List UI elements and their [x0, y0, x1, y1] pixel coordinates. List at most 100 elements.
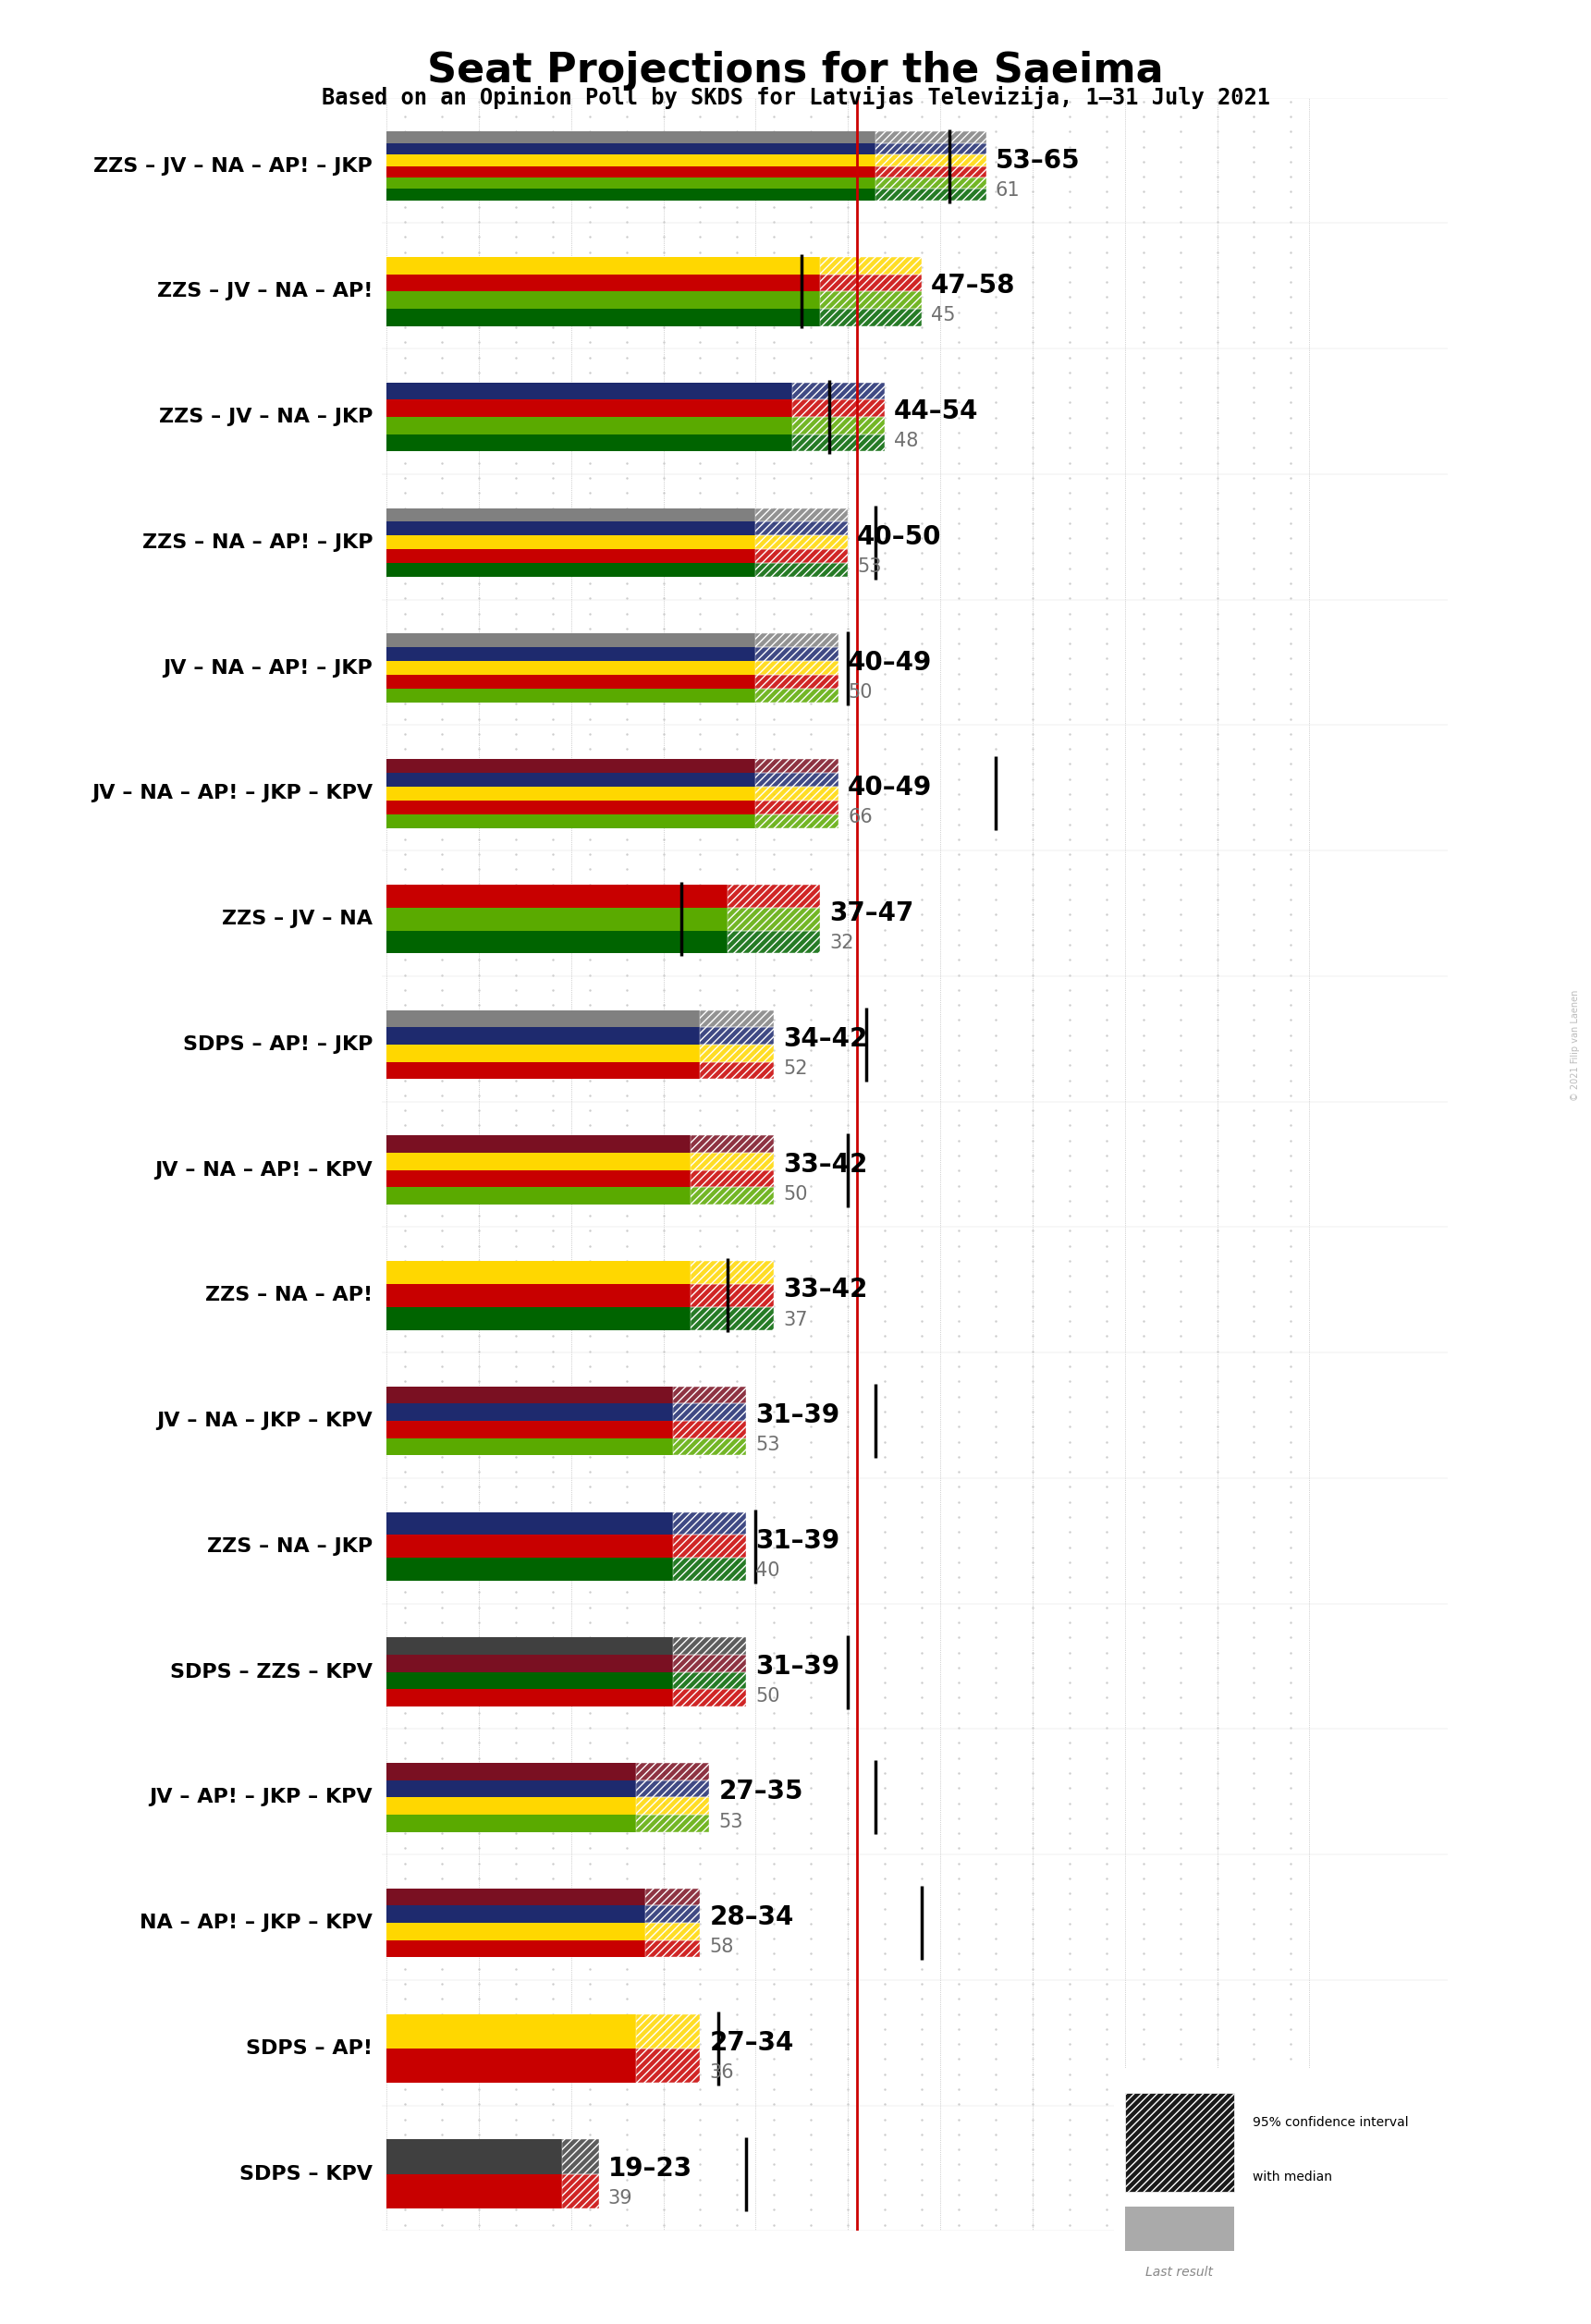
Bar [690, 1169, 775, 1188]
Bar [387, 786, 756, 799]
Bar [673, 1655, 746, 1671]
Bar [756, 535, 848, 548]
Bar [387, 1889, 644, 1906]
Text: ZZS – JV – NA: ZZS – JV – NA [221, 909, 372, 927]
Bar [387, 906, 729, 930]
Bar [636, 1815, 710, 1831]
Bar [756, 634, 838, 648]
Bar [673, 1534, 746, 1557]
Bar [756, 660, 838, 674]
Bar [875, 188, 986, 200]
Text: 31–39: 31–39 [756, 1401, 840, 1429]
Bar [792, 383, 885, 400]
Bar [387, 930, 729, 953]
Bar [636, 1796, 710, 1815]
Bar [387, 1455, 1309, 1478]
Bar [387, 1387, 673, 1404]
Bar [700, 1043, 775, 1062]
Text: 40–49: 40–49 [848, 774, 932, 802]
Text: 37–47: 37–47 [829, 899, 913, 927]
Bar [729, 930, 821, 953]
Bar [729, 930, 821, 953]
Bar [821, 274, 921, 290]
Bar [387, 2208, 1309, 2231]
Text: JV – NA – AP! – KPV: JV – NA – AP! – KPV [154, 1160, 372, 1178]
Bar [756, 786, 838, 799]
Bar [387, 548, 756, 562]
Bar [644, 1906, 700, 1922]
Bar [387, 258, 821, 274]
Bar [673, 1671, 746, 1690]
Bar [387, 1906, 644, 1922]
Text: ZZS – JV – NA – AP! – JKP: ZZS – JV – NA – AP! – JKP [94, 156, 372, 174]
Bar [387, 1534, 673, 1557]
Bar [756, 509, 848, 523]
Text: 27–35: 27–35 [719, 1778, 803, 1806]
Bar [387, 144, 875, 153]
Bar [729, 906, 821, 930]
Text: Seat Projections for the Saeima: Seat Projections for the Saeima [428, 51, 1163, 91]
Bar [673, 1557, 746, 1580]
Bar [756, 688, 838, 702]
Text: ZZS – NA – AP! – JKP: ZZS – NA – AP! – JKP [142, 532, 372, 551]
Bar [387, 435, 792, 451]
Bar [673, 1690, 746, 1706]
Bar [792, 416, 885, 435]
Bar [644, 1922, 700, 1941]
Bar [387, 177, 875, 188]
Bar [387, 165, 875, 177]
Bar [756, 648, 838, 660]
Bar [792, 400, 885, 416]
Bar [387, 774, 756, 786]
Text: NA – AP! – JKP – KPV: NA – AP! – JKP – KPV [140, 1913, 372, 1931]
Bar [673, 1513, 746, 1534]
Bar [690, 1153, 775, 1169]
Bar [387, 1404, 673, 1420]
Text: ZZS – JV – NA – JKP: ZZS – JV – NA – JKP [159, 407, 372, 425]
Bar [821, 309, 921, 325]
Bar [387, 2082, 1309, 2106]
Bar [387, 400, 792, 416]
Text: 33–42: 33–42 [783, 1150, 867, 1178]
Text: 95% confidence interval: 95% confidence interval [1252, 2117, 1408, 2129]
Bar [387, 953, 1309, 976]
Bar [690, 1306, 775, 1329]
Text: JV – NA – JKP – KPV: JV – NA – JKP – KPV [156, 1411, 372, 1429]
Bar [756, 799, 838, 813]
Bar [387, 2173, 562, 2208]
Bar [387, 1831, 1309, 1855]
Bar [673, 1420, 746, 1439]
Text: ZZS – NA – AP!: ZZS – NA – AP! [205, 1285, 372, 1304]
Text: SDPS – KPV: SDPS – KPV [240, 2164, 372, 2182]
Bar [756, 648, 838, 660]
Text: 53–65: 53–65 [996, 146, 1080, 174]
Bar [875, 177, 986, 188]
Bar [644, 1941, 700, 1957]
Bar [673, 1557, 746, 1580]
Bar [756, 660, 838, 674]
Bar [756, 786, 838, 799]
Text: 66: 66 [848, 809, 872, 827]
Bar [387, 2140, 562, 2173]
Bar [756, 674, 838, 688]
Bar [875, 188, 986, 200]
Bar [387, 1580, 1309, 1604]
Bar [792, 383, 885, 400]
Bar [387, 1420, 673, 1439]
Bar [644, 1889, 700, 1906]
Bar [562, 2173, 598, 2208]
Bar [387, 1306, 690, 1329]
Bar [673, 1690, 746, 1706]
Bar [875, 144, 986, 153]
Bar [821, 258, 921, 274]
Bar [387, 1011, 700, 1027]
Bar [636, 2015, 700, 2047]
Bar [875, 153, 986, 165]
Bar [644, 1889, 700, 1906]
Bar [756, 760, 838, 774]
Bar [673, 1420, 746, 1439]
Bar [387, 535, 756, 548]
Bar [387, 760, 756, 774]
Bar [387, 1062, 700, 1078]
Bar [756, 813, 838, 827]
